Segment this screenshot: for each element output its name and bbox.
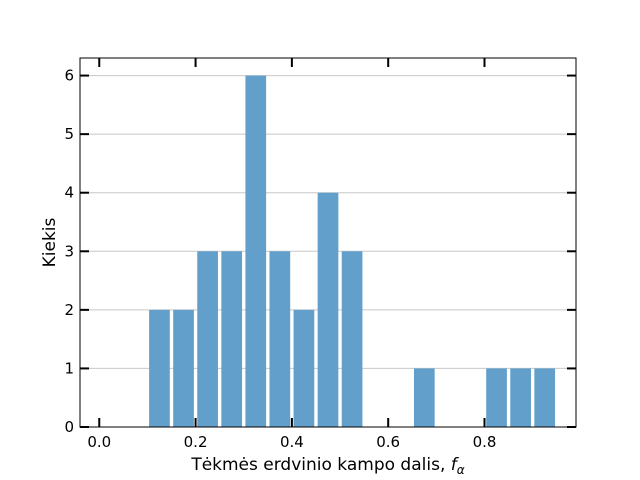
x-tick-label: 0.2	[184, 433, 208, 451]
histogram-bar	[221, 251, 243, 427]
x-axis-label: Tėkmės erdvinio kampo dalis, fα	[190, 455, 464, 477]
histogram-bar	[245, 75, 267, 428]
y-tick-label: 5	[64, 125, 74, 143]
histogram-bar	[317, 192, 339, 427]
plot-frame	[79, 57, 577, 428]
histogram-bar	[413, 368, 435, 427]
y-tick-label: 4	[64, 184, 74, 202]
histogram-bar	[197, 251, 218, 427]
y-tick-label: 2	[64, 301, 74, 319]
histogram-bar	[149, 309, 170, 427]
y-tick-label: 3	[64, 242, 74, 260]
histogram-bar	[341, 251, 363, 427]
ticks-group: 0 1 2 3 4 5 6 0.0 0.2 0.4 0.6 0.8	[64, 58, 576, 451]
y-tick-label: 1	[64, 359, 74, 377]
histogram-bar	[293, 309, 315, 427]
x-tick-label: 0.6	[376, 433, 400, 451]
histogram-bar	[269, 251, 291, 427]
x-tick-label: 0.0	[87, 433, 111, 451]
y-axis-label: Kiekis	[40, 217, 60, 267]
x-tick-label: 0.4	[280, 433, 304, 451]
y-tick-label: 6	[64, 67, 74, 85]
x-axis-label-symbol: f	[451, 455, 460, 475]
histogram-bar	[534, 368, 556, 427]
x-axis-label-subscript: α	[457, 463, 465, 477]
x-tick-label: 0.8	[473, 433, 497, 451]
histogram-bar	[486, 368, 507, 427]
y-tick-label: 0	[64, 418, 74, 436]
bars-group	[149, 75, 556, 428]
histogram-bar	[510, 368, 531, 427]
histogram-bar	[173, 309, 194, 427]
x-axis-label-text: Tėkmės erdvinio kampo dalis,	[190, 455, 450, 475]
